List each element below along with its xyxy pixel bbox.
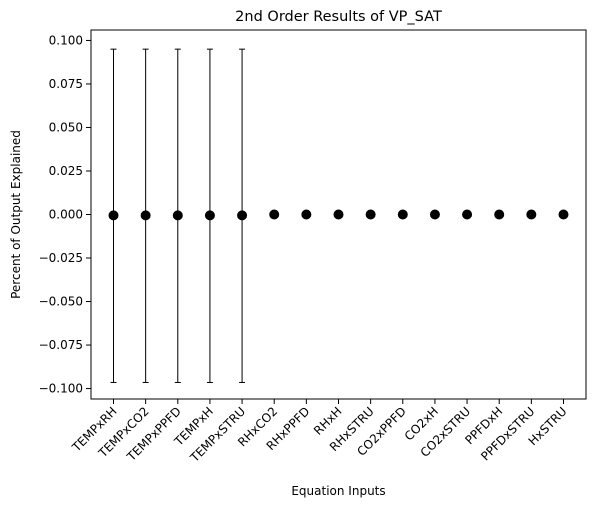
data-point xyxy=(173,210,183,220)
data-point xyxy=(462,210,472,220)
y-tick-label: −0.075 xyxy=(39,338,83,352)
data-point xyxy=(141,210,151,220)
y-tick-label: 0.050 xyxy=(49,120,83,134)
y-axis: −0.100 −0.075 −0.050 −0.025 0.000 0.025 0.050 0… xyxy=(39,33,91,395)
data-point xyxy=(430,210,440,220)
y-tick-label: −0.025 xyxy=(39,251,83,265)
x-axis-label: Equation Inputs xyxy=(291,484,385,498)
data-point xyxy=(366,210,376,220)
data-point xyxy=(269,210,279,220)
data-point xyxy=(237,210,247,220)
data-point xyxy=(398,210,408,220)
y-tick-label: 0.000 xyxy=(49,208,83,222)
data-point xyxy=(559,210,569,220)
data-point xyxy=(334,210,344,220)
data-point xyxy=(109,210,119,220)
data-points xyxy=(109,210,569,221)
y-tick-label: 0.025 xyxy=(49,164,83,178)
y-tick-label: −0.100 xyxy=(39,382,83,396)
y-axis-label: Percent of Output Explained xyxy=(9,130,23,299)
y-tick-label: 0.075 xyxy=(49,77,83,91)
data-point xyxy=(205,210,215,220)
y-tick-label: −0.050 xyxy=(39,295,83,309)
data-point xyxy=(526,210,536,220)
chart-title: 2nd Order Results of VP_SAT xyxy=(235,9,442,25)
y-tick-label: 0.100 xyxy=(49,33,83,47)
data-point xyxy=(301,210,311,220)
x-axis: TEMPxRHTEMPxCO2TEMPxPPFDTEMPxHTEMPxSTRUR… xyxy=(69,399,570,466)
data-point xyxy=(494,210,504,220)
